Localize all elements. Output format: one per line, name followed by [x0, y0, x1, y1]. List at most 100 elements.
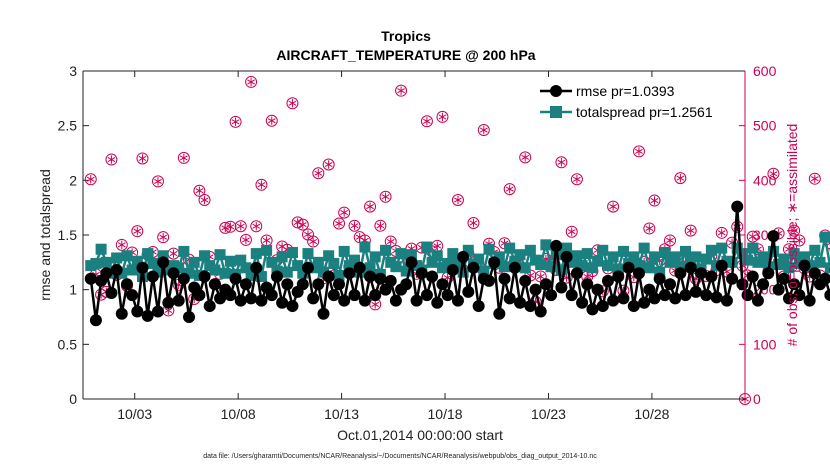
obs-possible-circle	[296, 218, 309, 231]
rmse-point	[333, 278, 346, 291]
obs-possible-circle	[338, 206, 351, 219]
obs-assimilated-star	[635, 148, 643, 154]
rmse-point	[151, 305, 164, 318]
totalspread-point	[183, 267, 195, 279]
totalspread-point	[286, 246, 298, 258]
rmse-point	[674, 267, 687, 280]
totalspread-point	[690, 251, 702, 263]
obs-possible-circle	[348, 219, 361, 232]
legend: rmse pr=1.0393 totalspread pr=1.2561	[532, 78, 734, 124]
rmse-point	[467, 261, 480, 274]
obs-assimilated-star	[340, 210, 349, 216]
obs-possible-circle	[664, 234, 677, 247]
rmse-point	[695, 267, 708, 280]
obs-possible-circle	[255, 178, 268, 191]
rmse-point	[679, 289, 692, 302]
totalspread-point	[674, 261, 686, 273]
rmse-point	[167, 267, 180, 280]
obs-possible-circle	[632, 145, 645, 158]
totalspread-point	[747, 242, 759, 254]
obs-point	[84, 173, 97, 186]
obs-point	[451, 194, 464, 207]
rmse-point	[193, 289, 206, 302]
rmse-point	[643, 283, 656, 296]
rmse-point	[715, 259, 728, 272]
totalspread-point	[597, 244, 609, 256]
totalspread-point	[633, 260, 645, 272]
obs-possible-circle	[477, 124, 490, 137]
totalspread-point	[509, 255, 521, 267]
obs-possible-circle	[570, 173, 583, 186]
totalspread-point	[126, 264, 138, 276]
totalspread-point	[240, 262, 252, 274]
y-left-tick-label: 2	[69, 172, 77, 188]
obs-assimilated-star	[267, 118, 276, 124]
x-axis-ticks: 10/03 10/08 10/13 10/18 10/23 10/28	[117, 71, 670, 422]
rmse-point	[731, 200, 744, 213]
rmse-point	[157, 256, 170, 269]
totalspread-point	[788, 248, 800, 260]
rmse-point	[498, 272, 511, 285]
totalspread-point	[705, 244, 717, 256]
obs-possible-circle	[684, 224, 697, 237]
totalspread-point	[767, 245, 779, 257]
rmse-point	[224, 289, 237, 302]
rmse-point	[705, 270, 718, 283]
obs-point	[643, 222, 656, 235]
rmse-point	[327, 289, 340, 302]
rmse-point	[131, 305, 144, 318]
obs-assimilated-star	[397, 88, 405, 94]
obs-assimilated-star	[376, 223, 385, 229]
rmse-point	[234, 294, 247, 307]
rmse-point	[596, 300, 609, 313]
obs-assimilated-star	[748, 234, 757, 240]
obs-point	[793, 234, 806, 247]
rmse-point	[539, 278, 552, 291]
y-right-tick-label: 100	[753, 336, 777, 352]
rmse-point	[762, 267, 775, 280]
obs-possible-circle	[436, 110, 449, 123]
obs-possible-circle	[420, 115, 433, 128]
rmse-point	[146, 270, 159, 283]
obs-assimilated-star	[242, 237, 250, 243]
obs-point	[333, 217, 346, 230]
totalspread-point	[142, 248, 154, 260]
rmse-point	[389, 294, 402, 307]
totalspread-point	[499, 261, 511, 273]
obs-point	[286, 97, 299, 110]
rmse-point	[664, 278, 677, 291]
obs-assimilated-star	[686, 228, 695, 234]
totalspread-point	[809, 244, 821, 256]
totalspread-point	[514, 249, 526, 261]
totalspread-point	[111, 252, 123, 264]
obs-point	[808, 172, 821, 185]
totalspread-point	[317, 266, 329, 278]
totalspread-point	[814, 256, 826, 268]
totalspread-point	[628, 251, 640, 263]
rmse-point	[115, 307, 128, 320]
obs-point	[250, 220, 263, 233]
obs-possible-circle	[467, 216, 480, 229]
totalspread-point	[473, 253, 485, 265]
rmse-point	[648, 292, 661, 305]
rmse-point	[560, 250, 573, 263]
rmse-point	[126, 289, 139, 302]
rmse-point	[296, 278, 309, 291]
obs-assimilated-star	[86, 176, 95, 182]
totalspread-point	[188, 256, 200, 268]
x-axis-label: Oct.01,2014 00:00:00 start	[337, 427, 503, 443]
rmse-point	[508, 261, 521, 274]
totalspread-point	[405, 249, 417, 261]
obs-point	[503, 183, 516, 196]
obs-point	[436, 110, 449, 123]
rmse-point	[84, 272, 97, 285]
totalspread-point	[116, 267, 128, 279]
obs-point	[198, 194, 211, 207]
totalspread-point	[302, 248, 314, 260]
obs-possible-circle	[395, 84, 408, 97]
rmse-point	[612, 270, 625, 283]
rmse-point	[451, 294, 464, 307]
rmse-point	[607, 294, 620, 307]
rmse-point	[726, 272, 739, 285]
legend-spread-label: totalspread pr=1.2561	[576, 104, 713, 120]
